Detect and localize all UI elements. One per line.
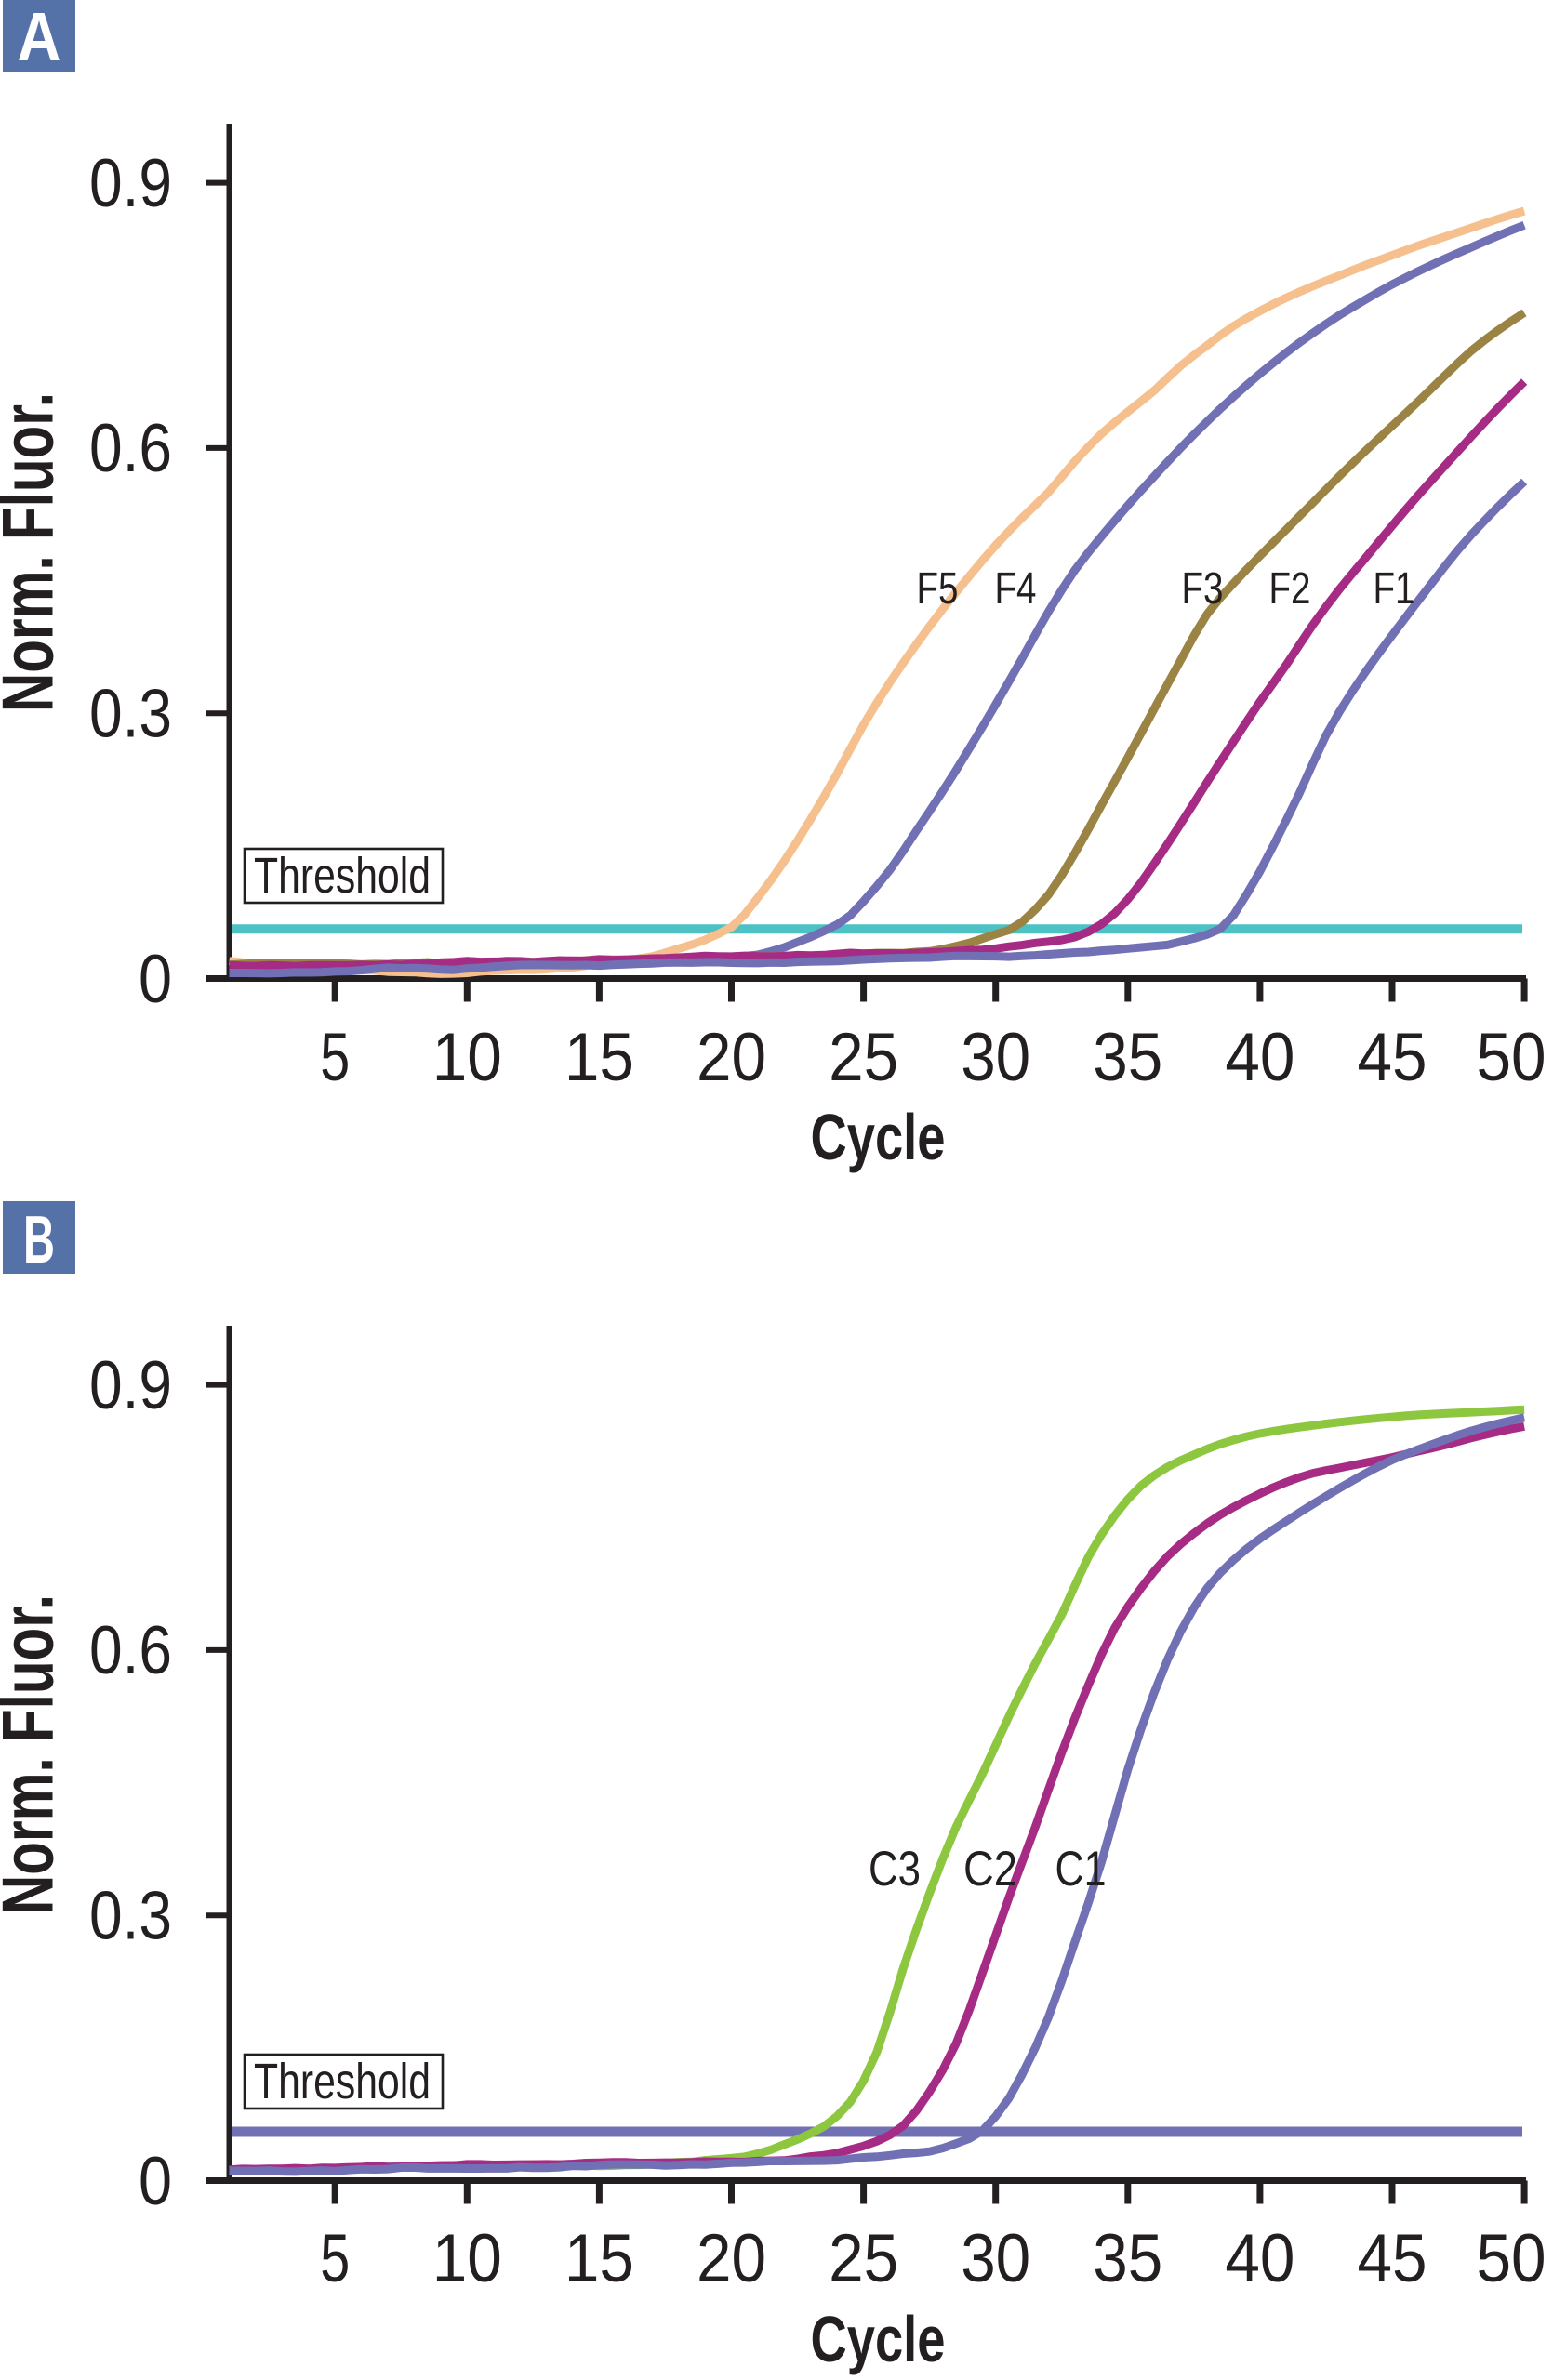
svg-text:0: 0: [139, 942, 172, 1017]
svg-text:10: 10: [432, 1020, 502, 1095]
svg-text:C2: C2: [963, 1842, 1017, 1897]
svg-text:F3: F3: [1182, 564, 1224, 614]
svg-text:B: B: [23, 1203, 55, 1277]
svg-text:25: 25: [829, 2221, 898, 2296]
svg-text:0.9: 0.9: [89, 1348, 172, 1423]
svg-text:30: 30: [961, 2221, 1030, 2296]
svg-text:30: 30: [961, 1020, 1030, 1095]
svg-text:A: A: [18, 0, 61, 75]
svg-text:C1: C1: [1055, 1842, 1107, 1897]
svg-text:Threshold: Threshold: [254, 848, 431, 904]
svg-text:45: 45: [1358, 2221, 1427, 2296]
svg-text:Norm. Fluor.: Norm. Fluor.: [0, 1594, 68, 1914]
svg-text:5: 5: [320, 2221, 350, 2296]
svg-text:0: 0: [139, 2144, 172, 2219]
svg-text:40: 40: [1225, 2221, 1294, 2296]
svg-text:Cycle: Cycle: [811, 1101, 946, 1173]
svg-text:25: 25: [829, 1020, 898, 1095]
svg-text:Cycle: Cycle: [811, 2303, 946, 2375]
svg-text:0.3: 0.3: [89, 677, 172, 752]
svg-text:C3: C3: [869, 1842, 921, 1897]
svg-text:Threshold: Threshold: [254, 2054, 431, 2109]
svg-text:45: 45: [1358, 1020, 1427, 1095]
svg-text:5: 5: [320, 1020, 350, 1095]
svg-text:20: 20: [697, 1020, 766, 1095]
svg-text:20: 20: [697, 2221, 766, 2296]
svg-text:15: 15: [564, 1020, 634, 1095]
svg-text:F2: F2: [1269, 564, 1311, 614]
svg-text:40: 40: [1225, 1020, 1294, 1095]
svg-text:Norm. Fluor.: Norm. Fluor.: [0, 392, 68, 712]
svg-text:50: 50: [1477, 1020, 1546, 1095]
svg-text:50: 50: [1477, 2221, 1546, 2296]
svg-text:0.6: 0.6: [89, 411, 172, 486]
svg-text:F1: F1: [1374, 564, 1415, 614]
svg-text:0.6: 0.6: [89, 1613, 172, 1688]
svg-text:F5: F5: [917, 564, 959, 614]
svg-text:35: 35: [1093, 1020, 1162, 1095]
svg-text:0.9: 0.9: [89, 146, 172, 221]
svg-text:F4: F4: [995, 564, 1037, 614]
svg-text:0.3: 0.3: [89, 1879, 172, 1954]
svg-text:10: 10: [432, 2221, 502, 2296]
svg-text:15: 15: [564, 2221, 634, 2296]
svg-text:35: 35: [1093, 2221, 1162, 2296]
